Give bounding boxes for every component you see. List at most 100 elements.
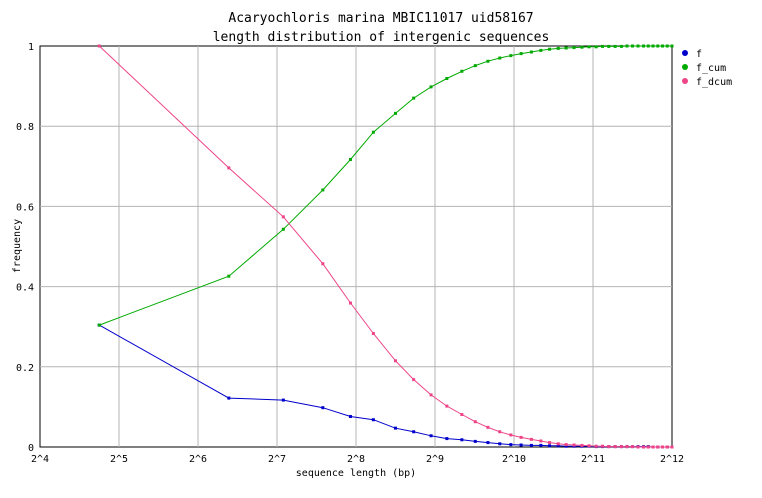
data-point	[651, 445, 655, 449]
y-axis-label: frequency	[12, 219, 23, 273]
data-point	[473, 64, 477, 68]
data-point	[97, 323, 101, 327]
data-point	[625, 44, 629, 48]
data-point	[321, 188, 325, 192]
data-point	[539, 48, 543, 52]
data-point	[587, 45, 591, 49]
series-f-cum	[97, 44, 674, 327]
data-point	[661, 445, 665, 449]
data-point	[473, 420, 477, 424]
y-tick-label: 0.6	[16, 202, 34, 213]
data-point	[509, 54, 513, 58]
data-point	[281, 215, 285, 219]
data-point	[656, 44, 660, 48]
x-axis-label: sequence length (bp)	[296, 468, 416, 479]
legend-marker	[682, 50, 688, 56]
data-point	[348, 157, 352, 161]
data-point	[665, 44, 669, 48]
data-point	[600, 44, 604, 48]
data-point	[642, 44, 646, 48]
data-point	[564, 46, 568, 50]
data-point	[665, 445, 669, 449]
legend-label: f_cum	[696, 63, 726, 74]
data-point	[227, 396, 231, 400]
data-point	[498, 442, 502, 446]
data-point	[556, 444, 560, 448]
data-point	[445, 437, 449, 441]
data-point	[572, 46, 576, 50]
chart-subtitle: length distribution of intergenic sequen…	[213, 30, 550, 45]
data-point	[394, 111, 397, 115]
legend-marker	[682, 64, 688, 70]
data-point	[394, 359, 397, 363]
data-point	[519, 443, 523, 447]
data-point	[548, 47, 552, 51]
data-point	[529, 443, 533, 447]
data-point	[412, 378, 416, 382]
data-point	[371, 418, 375, 422]
grid-lines	[40, 46, 672, 447]
x-tick-label: 2^10	[502, 454, 526, 465]
data-point	[646, 44, 650, 48]
data-point	[227, 274, 231, 278]
data-point	[656, 445, 660, 449]
data-point	[594, 444, 598, 448]
data-point	[445, 76, 449, 80]
data-point	[642, 445, 646, 449]
data-point	[539, 443, 543, 447]
data-point	[636, 44, 640, 48]
y-tick-label: 0.2	[16, 363, 34, 374]
data-point	[281, 227, 285, 231]
legend-label: f	[696, 49, 702, 60]
legend-label: f_dcum	[696, 77, 732, 88]
data-point	[646, 445, 650, 449]
data-point	[429, 85, 433, 89]
data-point	[572, 443, 576, 447]
legend-item: f	[682, 49, 702, 60]
legend-item: f_cum	[682, 63, 726, 74]
data-point	[429, 434, 433, 438]
data-point	[321, 406, 325, 410]
data-point	[556, 46, 560, 50]
data-point	[556, 442, 560, 446]
x-tick-label: 2^12	[660, 454, 684, 465]
data-point	[619, 44, 623, 48]
data-point	[519, 435, 523, 439]
data-point	[636, 445, 640, 449]
axis-ticks: 2^4 2^5 2^6 2^7 2^8 2^9 2^10 2^11 2^12 0 0.2 0.4 0.6…	[16, 42, 684, 465]
data-point	[651, 44, 655, 48]
data-point	[613, 44, 617, 48]
data-point	[486, 441, 490, 445]
x-tick-label: 2^11	[581, 454, 605, 465]
chart-title: Acaryochloris marina MBIC11017 uid58167	[228, 11, 533, 26]
data-point	[580, 45, 584, 49]
data-point	[564, 443, 568, 447]
x-tick-label: 2^9	[426, 454, 444, 465]
x-tick-label: 2^5	[110, 454, 128, 465]
legend-marker	[682, 78, 688, 84]
data-point	[460, 438, 464, 442]
x-tick-label: 2^8	[347, 454, 365, 465]
y-tick-label: 0.4	[16, 283, 34, 294]
data-point	[486, 59, 490, 63]
data-point	[529, 50, 533, 54]
legend-item: f_dcum	[682, 77, 732, 88]
data-point	[460, 69, 464, 73]
data-point	[412, 96, 416, 100]
data-point	[486, 425, 490, 429]
data-point	[371, 332, 375, 336]
data-point	[371, 130, 375, 134]
data-point	[445, 404, 449, 408]
x-tick-label: 2^4	[31, 454, 49, 465]
data-point	[607, 44, 611, 48]
data-point	[97, 44, 101, 48]
data-point	[613, 445, 617, 449]
data-point	[580, 443, 584, 447]
data-point	[619, 445, 623, 449]
data-point	[281, 398, 285, 402]
data-point	[509, 433, 513, 437]
data-point	[631, 445, 634, 449]
x-tick-label: 2^7	[268, 454, 286, 465]
data-point	[473, 439, 477, 443]
